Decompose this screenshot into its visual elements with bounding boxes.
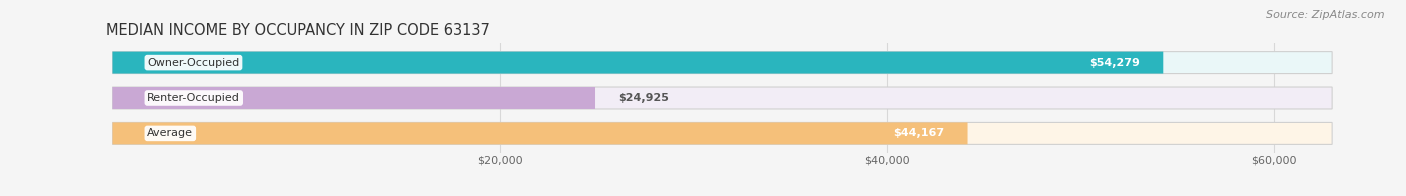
FancyBboxPatch shape bbox=[112, 52, 1331, 74]
FancyBboxPatch shape bbox=[112, 87, 595, 109]
FancyBboxPatch shape bbox=[112, 52, 1163, 74]
Text: Renter-Occupied: Renter-Occupied bbox=[148, 93, 240, 103]
Text: $44,167: $44,167 bbox=[893, 128, 945, 138]
Text: Average: Average bbox=[148, 128, 194, 138]
FancyBboxPatch shape bbox=[112, 87, 1331, 109]
Text: Source: ZipAtlas.com: Source: ZipAtlas.com bbox=[1267, 10, 1385, 20]
Text: $24,925: $24,925 bbox=[619, 93, 669, 103]
FancyBboxPatch shape bbox=[112, 122, 967, 144]
FancyBboxPatch shape bbox=[112, 122, 1331, 144]
Text: $54,279: $54,279 bbox=[1090, 58, 1140, 68]
Text: MEDIAN INCOME BY OCCUPANCY IN ZIP CODE 63137: MEDIAN INCOME BY OCCUPANCY IN ZIP CODE 6… bbox=[107, 23, 491, 38]
Text: Owner-Occupied: Owner-Occupied bbox=[148, 58, 239, 68]
